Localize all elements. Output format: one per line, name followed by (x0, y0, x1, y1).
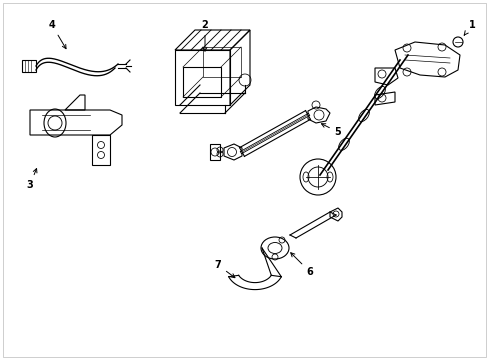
Text: 2: 2 (201, 20, 208, 51)
Text: 6: 6 (290, 253, 313, 277)
Bar (203, 47, 241, 77)
Text: 4: 4 (48, 20, 66, 49)
Bar (183, 67, 221, 97)
Text: 7: 7 (214, 260, 234, 278)
Text: 3: 3 (26, 168, 37, 190)
Text: 1: 1 (463, 20, 474, 35)
Text: 5: 5 (321, 124, 341, 137)
